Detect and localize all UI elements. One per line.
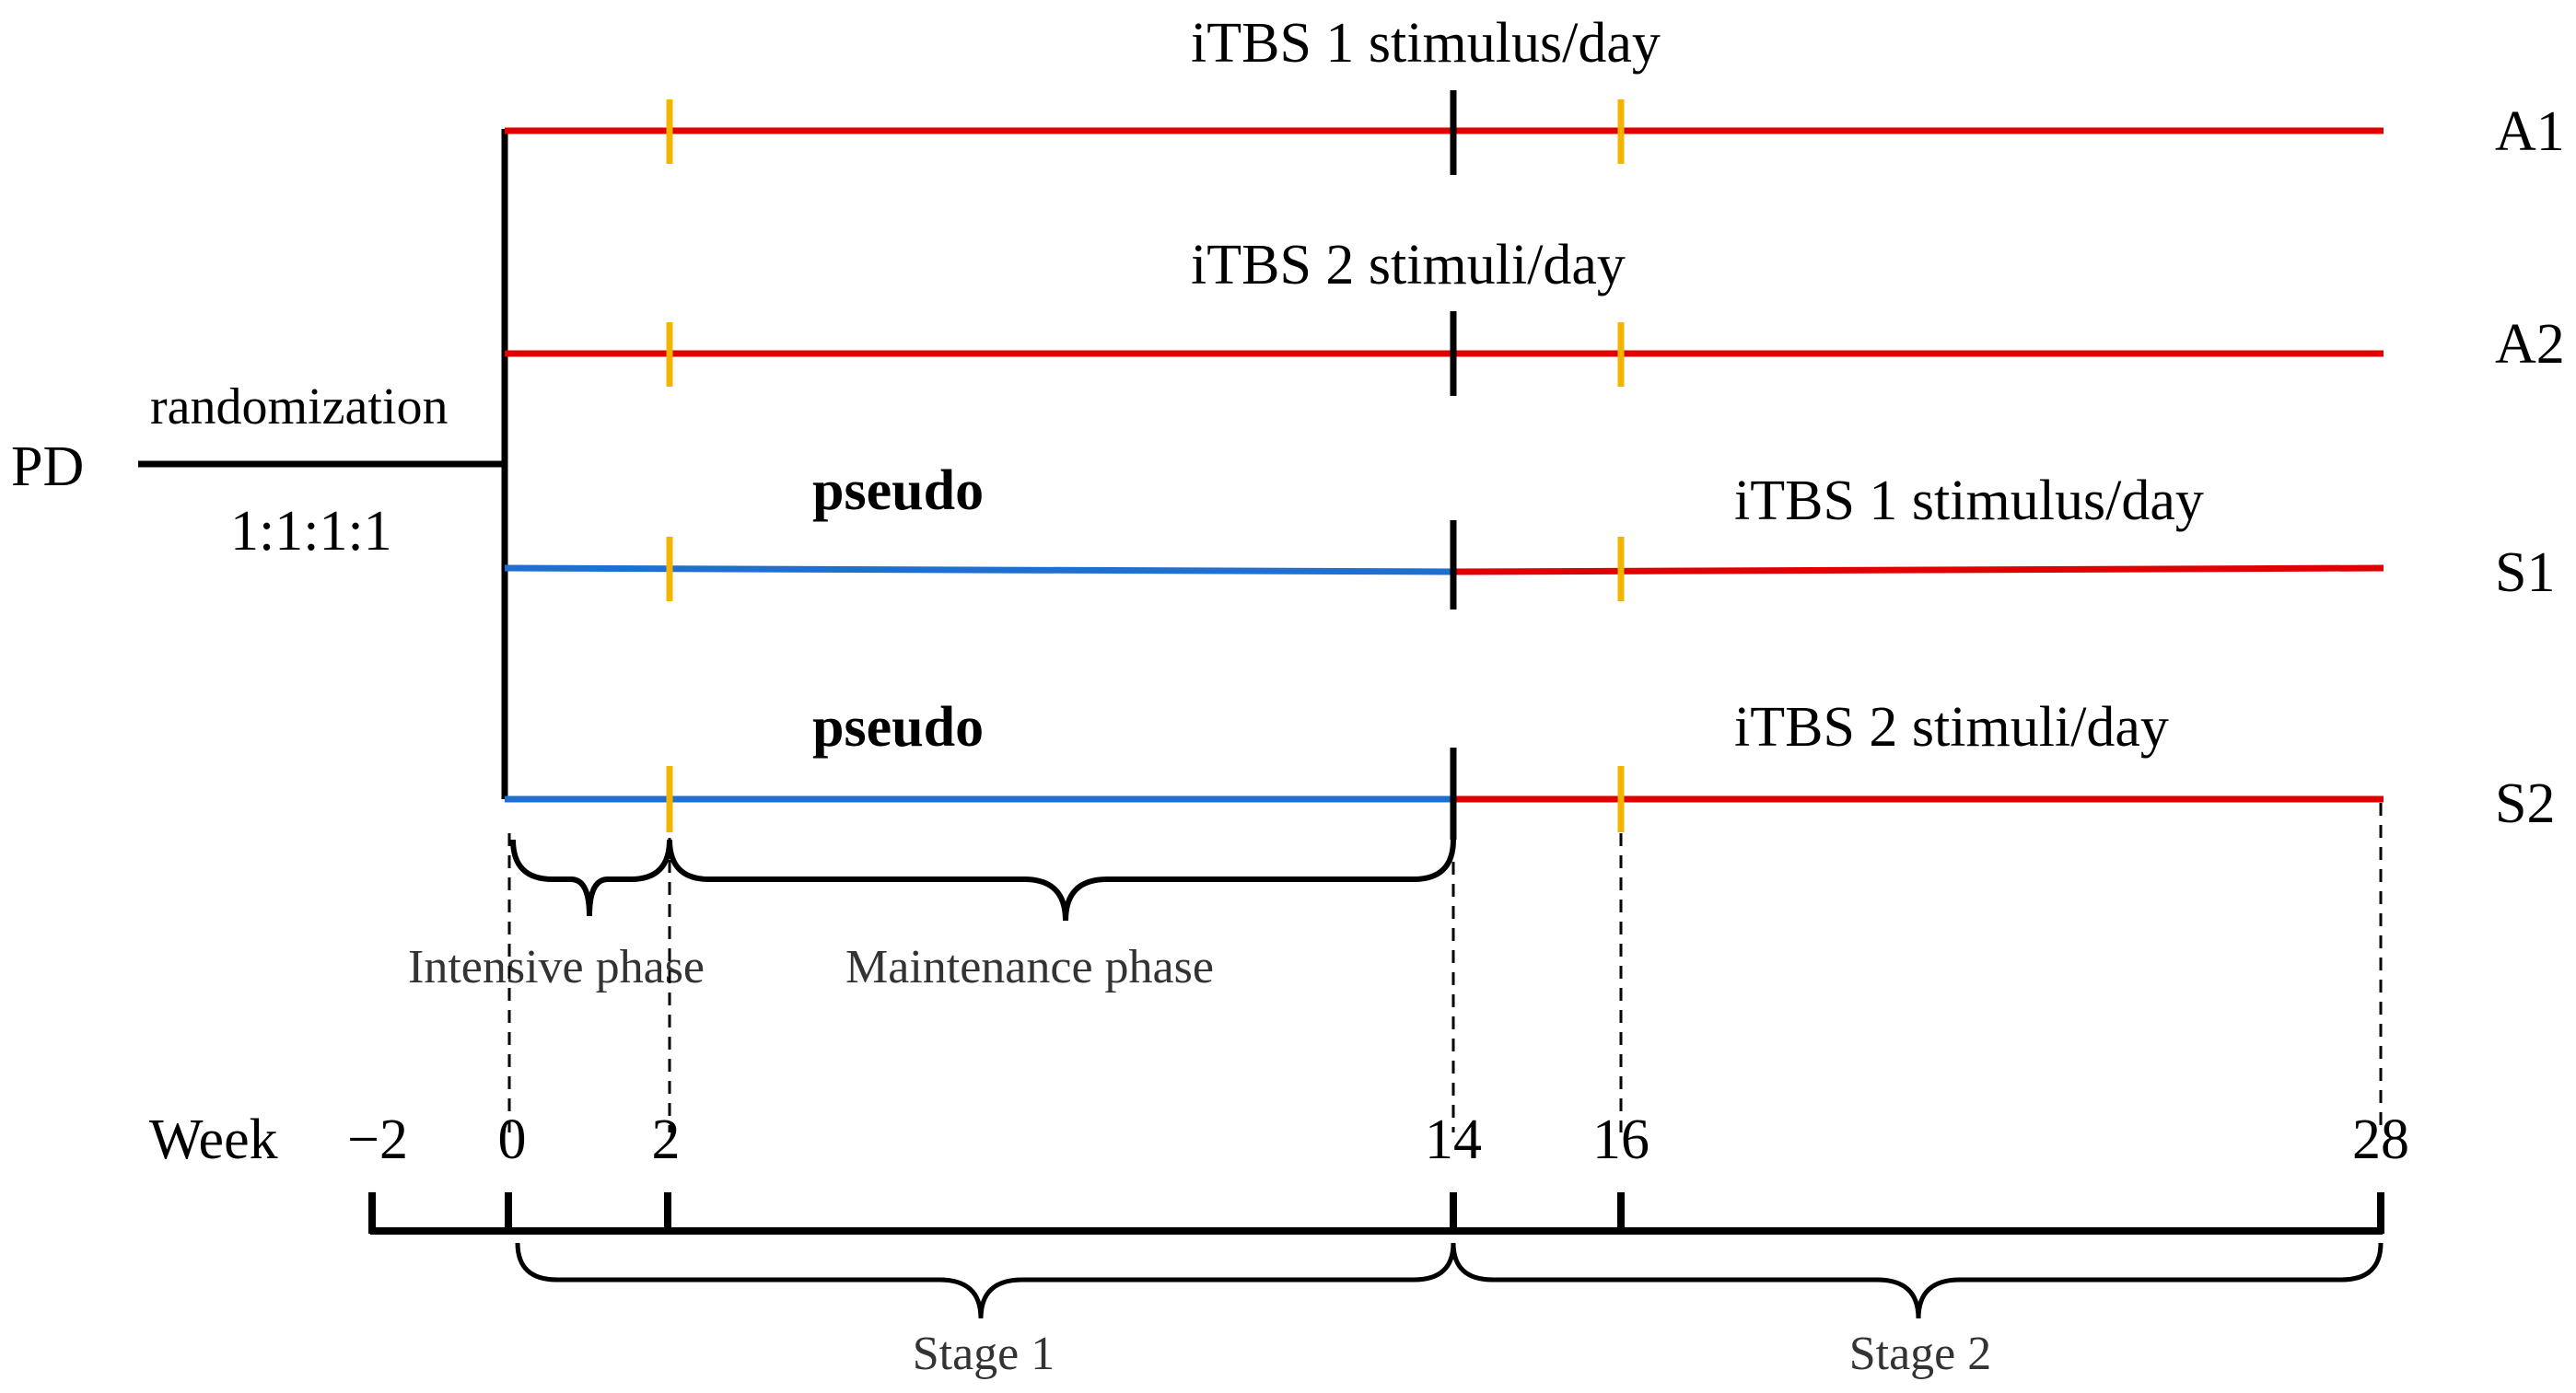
arm-a1-label: A1 xyxy=(2495,100,2565,163)
maintenance-phase-brace xyxy=(667,839,1456,922)
arm-s1-stage1-label: pseudo xyxy=(812,459,984,522)
pd-label: PD xyxy=(11,435,84,498)
arm-a2-label: A2 xyxy=(2495,313,2565,376)
arm-s2-label: S2 xyxy=(2495,772,2555,835)
week-guide-lines xyxy=(507,803,2383,1132)
stage-1-brace xyxy=(515,1242,1456,1319)
stage-2-label: Stage 2 xyxy=(1849,1328,1992,1380)
stage-2-brace xyxy=(1451,1242,2384,1319)
stage-1-label: Stage 1 xyxy=(913,1328,1055,1380)
arm-a2: iTBS 2 stimuli/day A2 xyxy=(505,234,2565,396)
axis-label-week-14: 14 xyxy=(1425,1109,1482,1171)
intensive-phase-brace xyxy=(510,839,672,917)
axis-label-week-16: 16 xyxy=(1592,1109,1649,1171)
randomization-ratio: 1:1:1:1 xyxy=(230,500,392,563)
arm-a2-treatment-label: iTBS 2 stimuli/day xyxy=(1191,234,1626,296)
randomization-label: randomization xyxy=(150,378,448,435)
axis-label-week-2: 2 xyxy=(652,1109,681,1171)
arm-s1-label: S1 xyxy=(2495,541,2555,604)
arm-s1: pseudo iTBS 1 stimulus/day S1 xyxy=(504,459,2555,609)
axis-label-week-28: 28 xyxy=(2352,1109,2409,1171)
axis-label-week-minus-2: −2 xyxy=(347,1109,408,1171)
arm-s1-stage1-line xyxy=(504,564,1454,575)
week-axis-label: Week xyxy=(149,1109,278,1171)
intensive-phase-label: Intensive phase xyxy=(408,941,705,993)
maintenance-phase-label: Maintenance phase xyxy=(845,941,1214,993)
arm-s2-stage2-label: iTBS 2 stimuli/day xyxy=(1734,696,2169,759)
arm-s2-stage1-label: pseudo xyxy=(812,696,984,759)
week-axis-ticks xyxy=(368,1192,2384,1234)
arm-a1-treatment-label: iTBS 1 stimulus/day xyxy=(1191,12,1661,75)
arm-a1: iTBS 1 stimulus/day A1 xyxy=(505,12,2565,175)
arm-s1-stage2-line xyxy=(1452,564,2384,575)
axis-label-week-0: 0 xyxy=(498,1109,527,1171)
arm-s2: pseudo iTBS 2 stimuli/day S2 xyxy=(505,696,2555,840)
arm-s1-stage2-label: iTBS 1 stimulus/day xyxy=(1734,470,2204,532)
